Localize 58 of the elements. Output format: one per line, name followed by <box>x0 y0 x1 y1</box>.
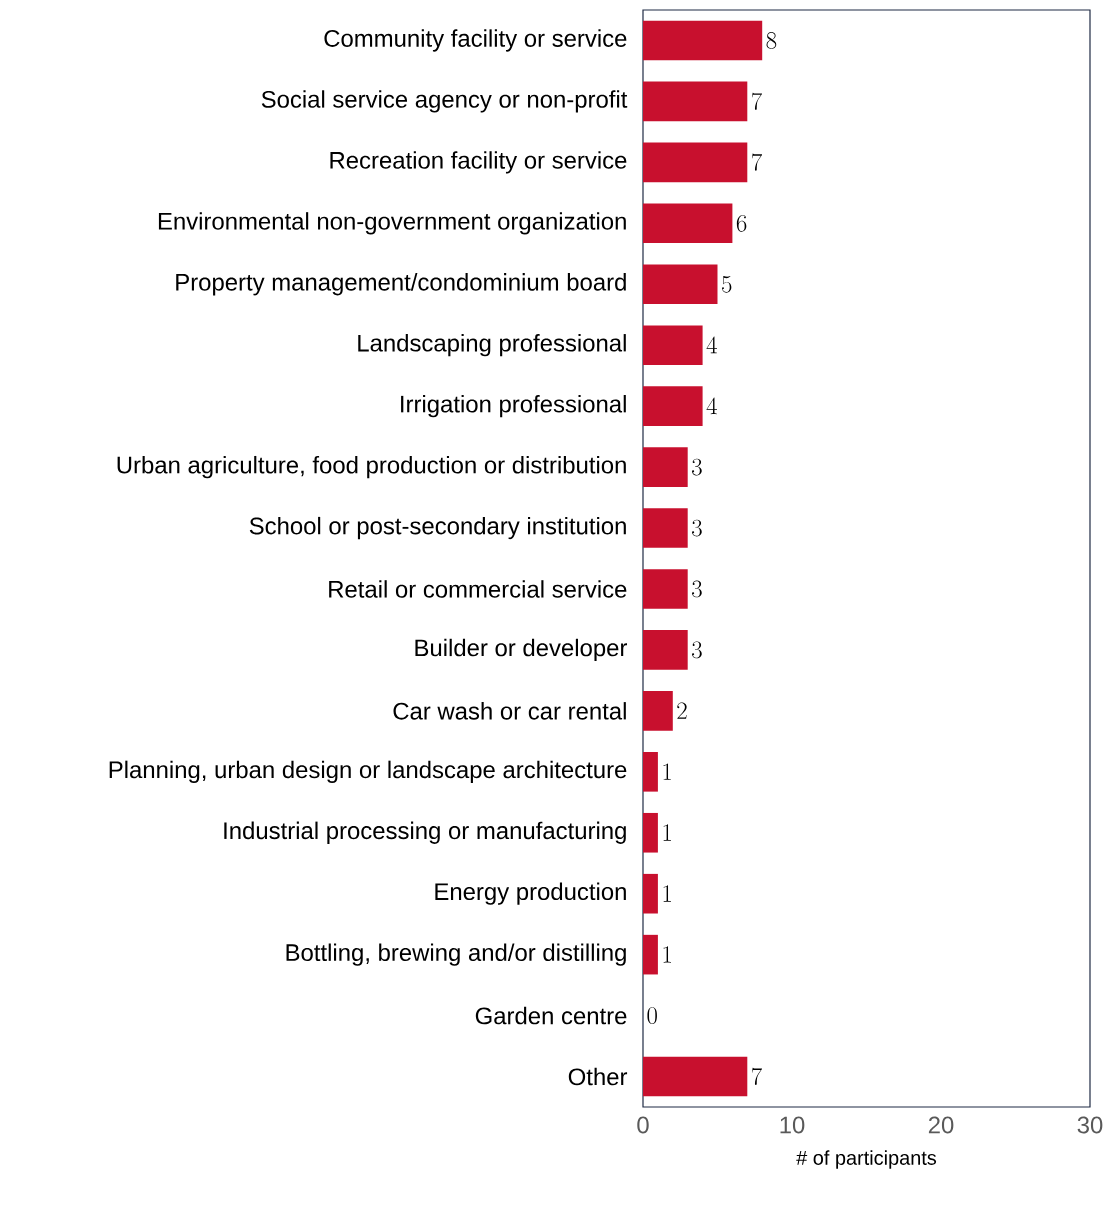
y-tick-label: Recreation facility or service <box>330 151 627 174</box>
data-label: 4 <box>706 336 717 354</box>
y-tick-label: Energy production <box>435 882 626 905</box>
bar <box>643 630 688 670</box>
bar <box>643 203 733 244</box>
data-label: 3 <box>692 458 702 476</box>
y-tick-label: Other <box>568 1067 628 1086</box>
data-label: 0 <box>647 1007 657 1024</box>
bar <box>643 934 658 975</box>
y-tick-label: Bottling, brewing and/or distilling <box>286 943 626 966</box>
data-label: 7 <box>751 1067 762 1085</box>
y-tick-label: Car wash or car rental <box>393 702 626 720</box>
x-tick-label: 10 <box>780 1116 805 1134</box>
data-label: 7 <box>751 153 762 171</box>
bar <box>643 81 748 122</box>
x-tick-label: 0 <box>637 1116 649 1134</box>
data-label: 1 <box>663 946 671 963</box>
x-tick-label: 20 <box>928 1116 954 1134</box>
y-tick-label: Retail or commercial service <box>329 580 627 598</box>
bar <box>643 142 748 183</box>
bar <box>643 569 688 609</box>
x-tick-label: 30 <box>1077 1116 1103 1134</box>
data-label: 8 <box>766 32 777 49</box>
y-tick-label: Garden centre <box>475 1006 627 1025</box>
data-label: 7 <box>751 92 762 110</box>
y-tick-label: School or post-secondary institution <box>249 516 626 540</box>
bar <box>643 325 703 366</box>
data-label: 2 <box>677 702 687 719</box>
bar <box>643 20 763 61</box>
y-tick-label: Social service agency or non-profit <box>261 90 628 113</box>
data-label: 1 <box>663 763 671 780</box>
y-tick-label: Community facility or service <box>324 29 627 52</box>
y-tick-label: Property management/condominium board <box>176 273 626 296</box>
bar <box>643 1056 748 1097</box>
bar <box>643 812 658 853</box>
data-label: 4 <box>706 397 717 415</box>
bar <box>643 264 718 305</box>
data-label: 1 <box>663 824 671 841</box>
y-tick-label: Planning, urban design or landscape architecture <box>109 760 627 783</box>
y-tick-label: Builder or developer <box>415 638 628 662</box>
data-label: 3 <box>692 641 702 659</box>
data-label: 3 <box>692 580 702 598</box>
x-axis-title: # of participants <box>796 1150 937 1169</box>
y-tick-label: Urban agriculture, food production or distribution <box>117 455 626 479</box>
data-label: 5 <box>722 275 732 293</box>
bar <box>643 508 688 548</box>
bar <box>643 447 688 487</box>
bar <box>643 873 658 914</box>
y-tick-label: Environmental non-government organization <box>158 212 626 235</box>
y-tick-label: Landscaping professional <box>358 334 626 357</box>
bar <box>643 691 673 731</box>
y-tick-label: Industrial processing or manufacturing <box>224 821 626 844</box>
bar <box>643 752 658 792</box>
data-label: 6 <box>736 214 747 232</box>
y-tick-label: Irrigation professional <box>401 395 626 418</box>
data-label: 1 <box>663 885 671 902</box>
bar <box>643 386 703 426</box>
data-label: 3 <box>692 519 702 537</box>
